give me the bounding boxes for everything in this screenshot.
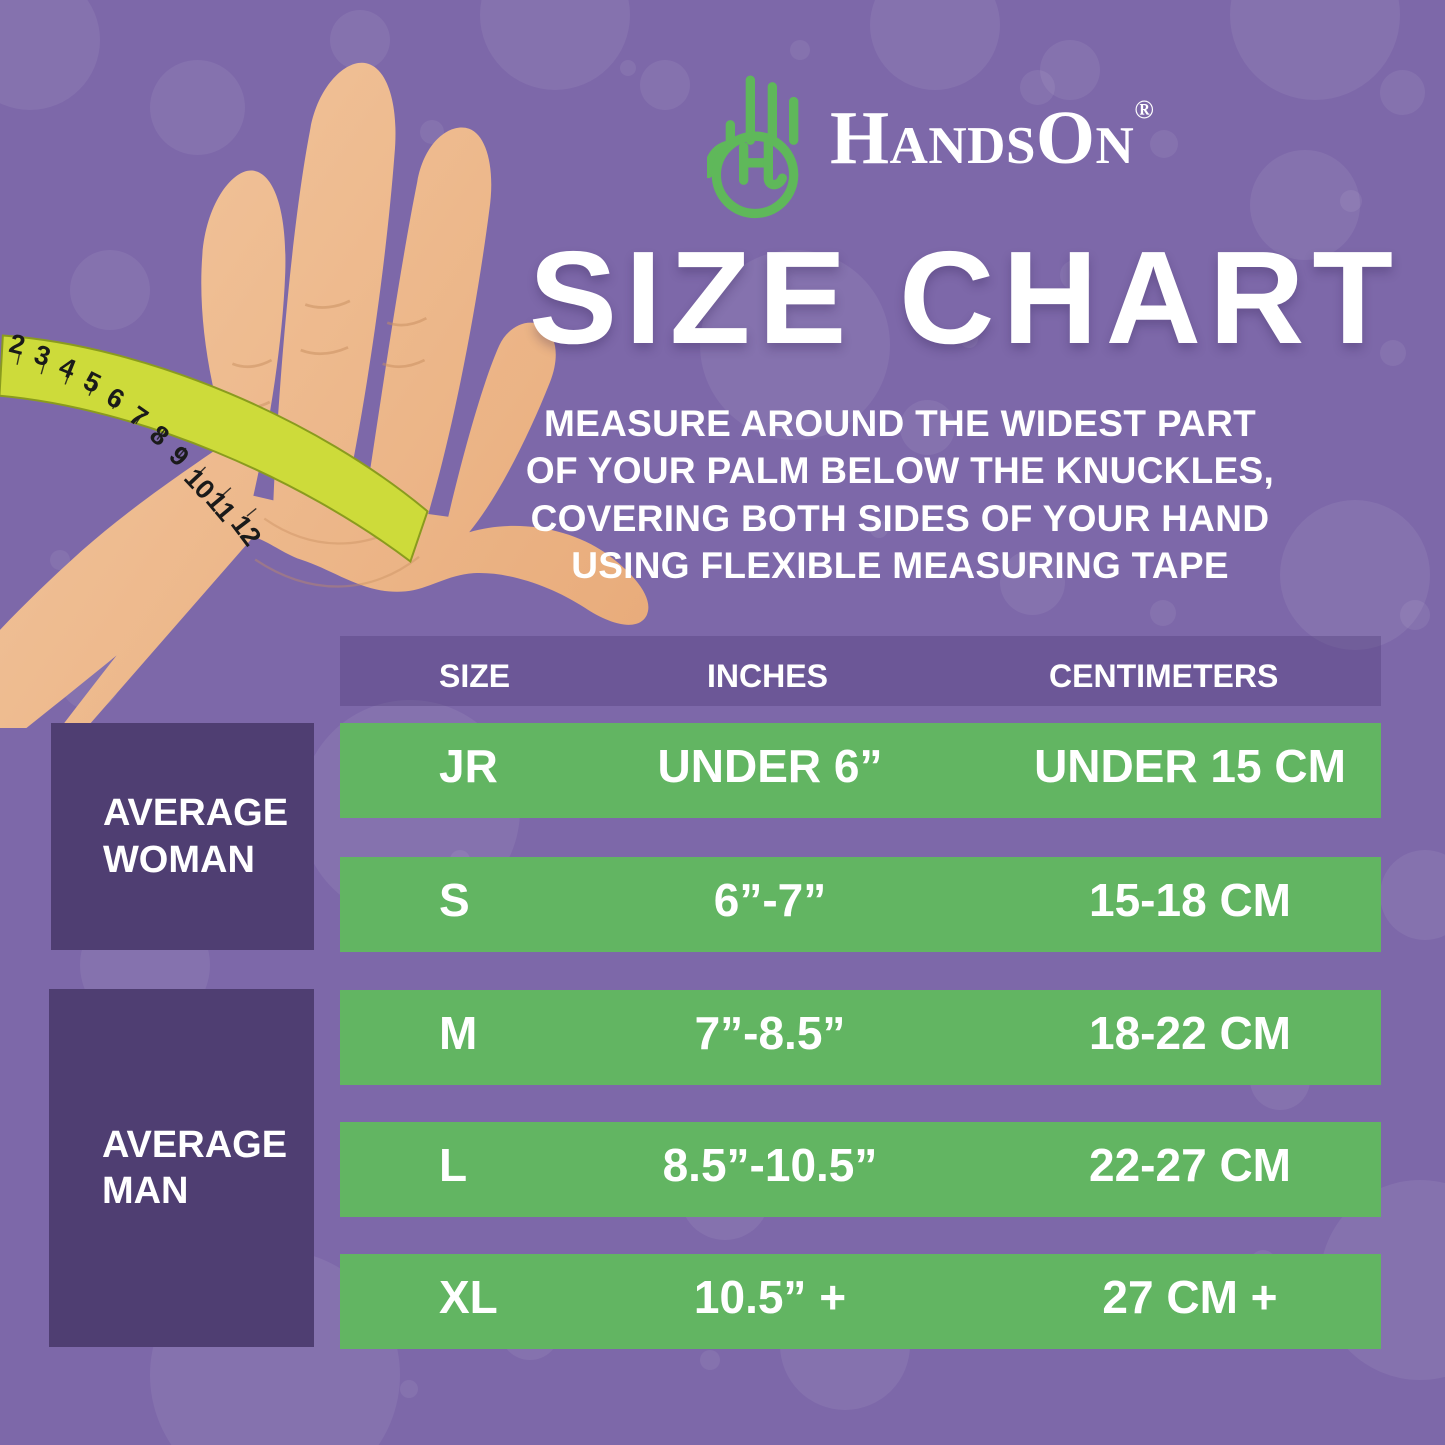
svg-text:9: 9 (163, 440, 194, 472)
